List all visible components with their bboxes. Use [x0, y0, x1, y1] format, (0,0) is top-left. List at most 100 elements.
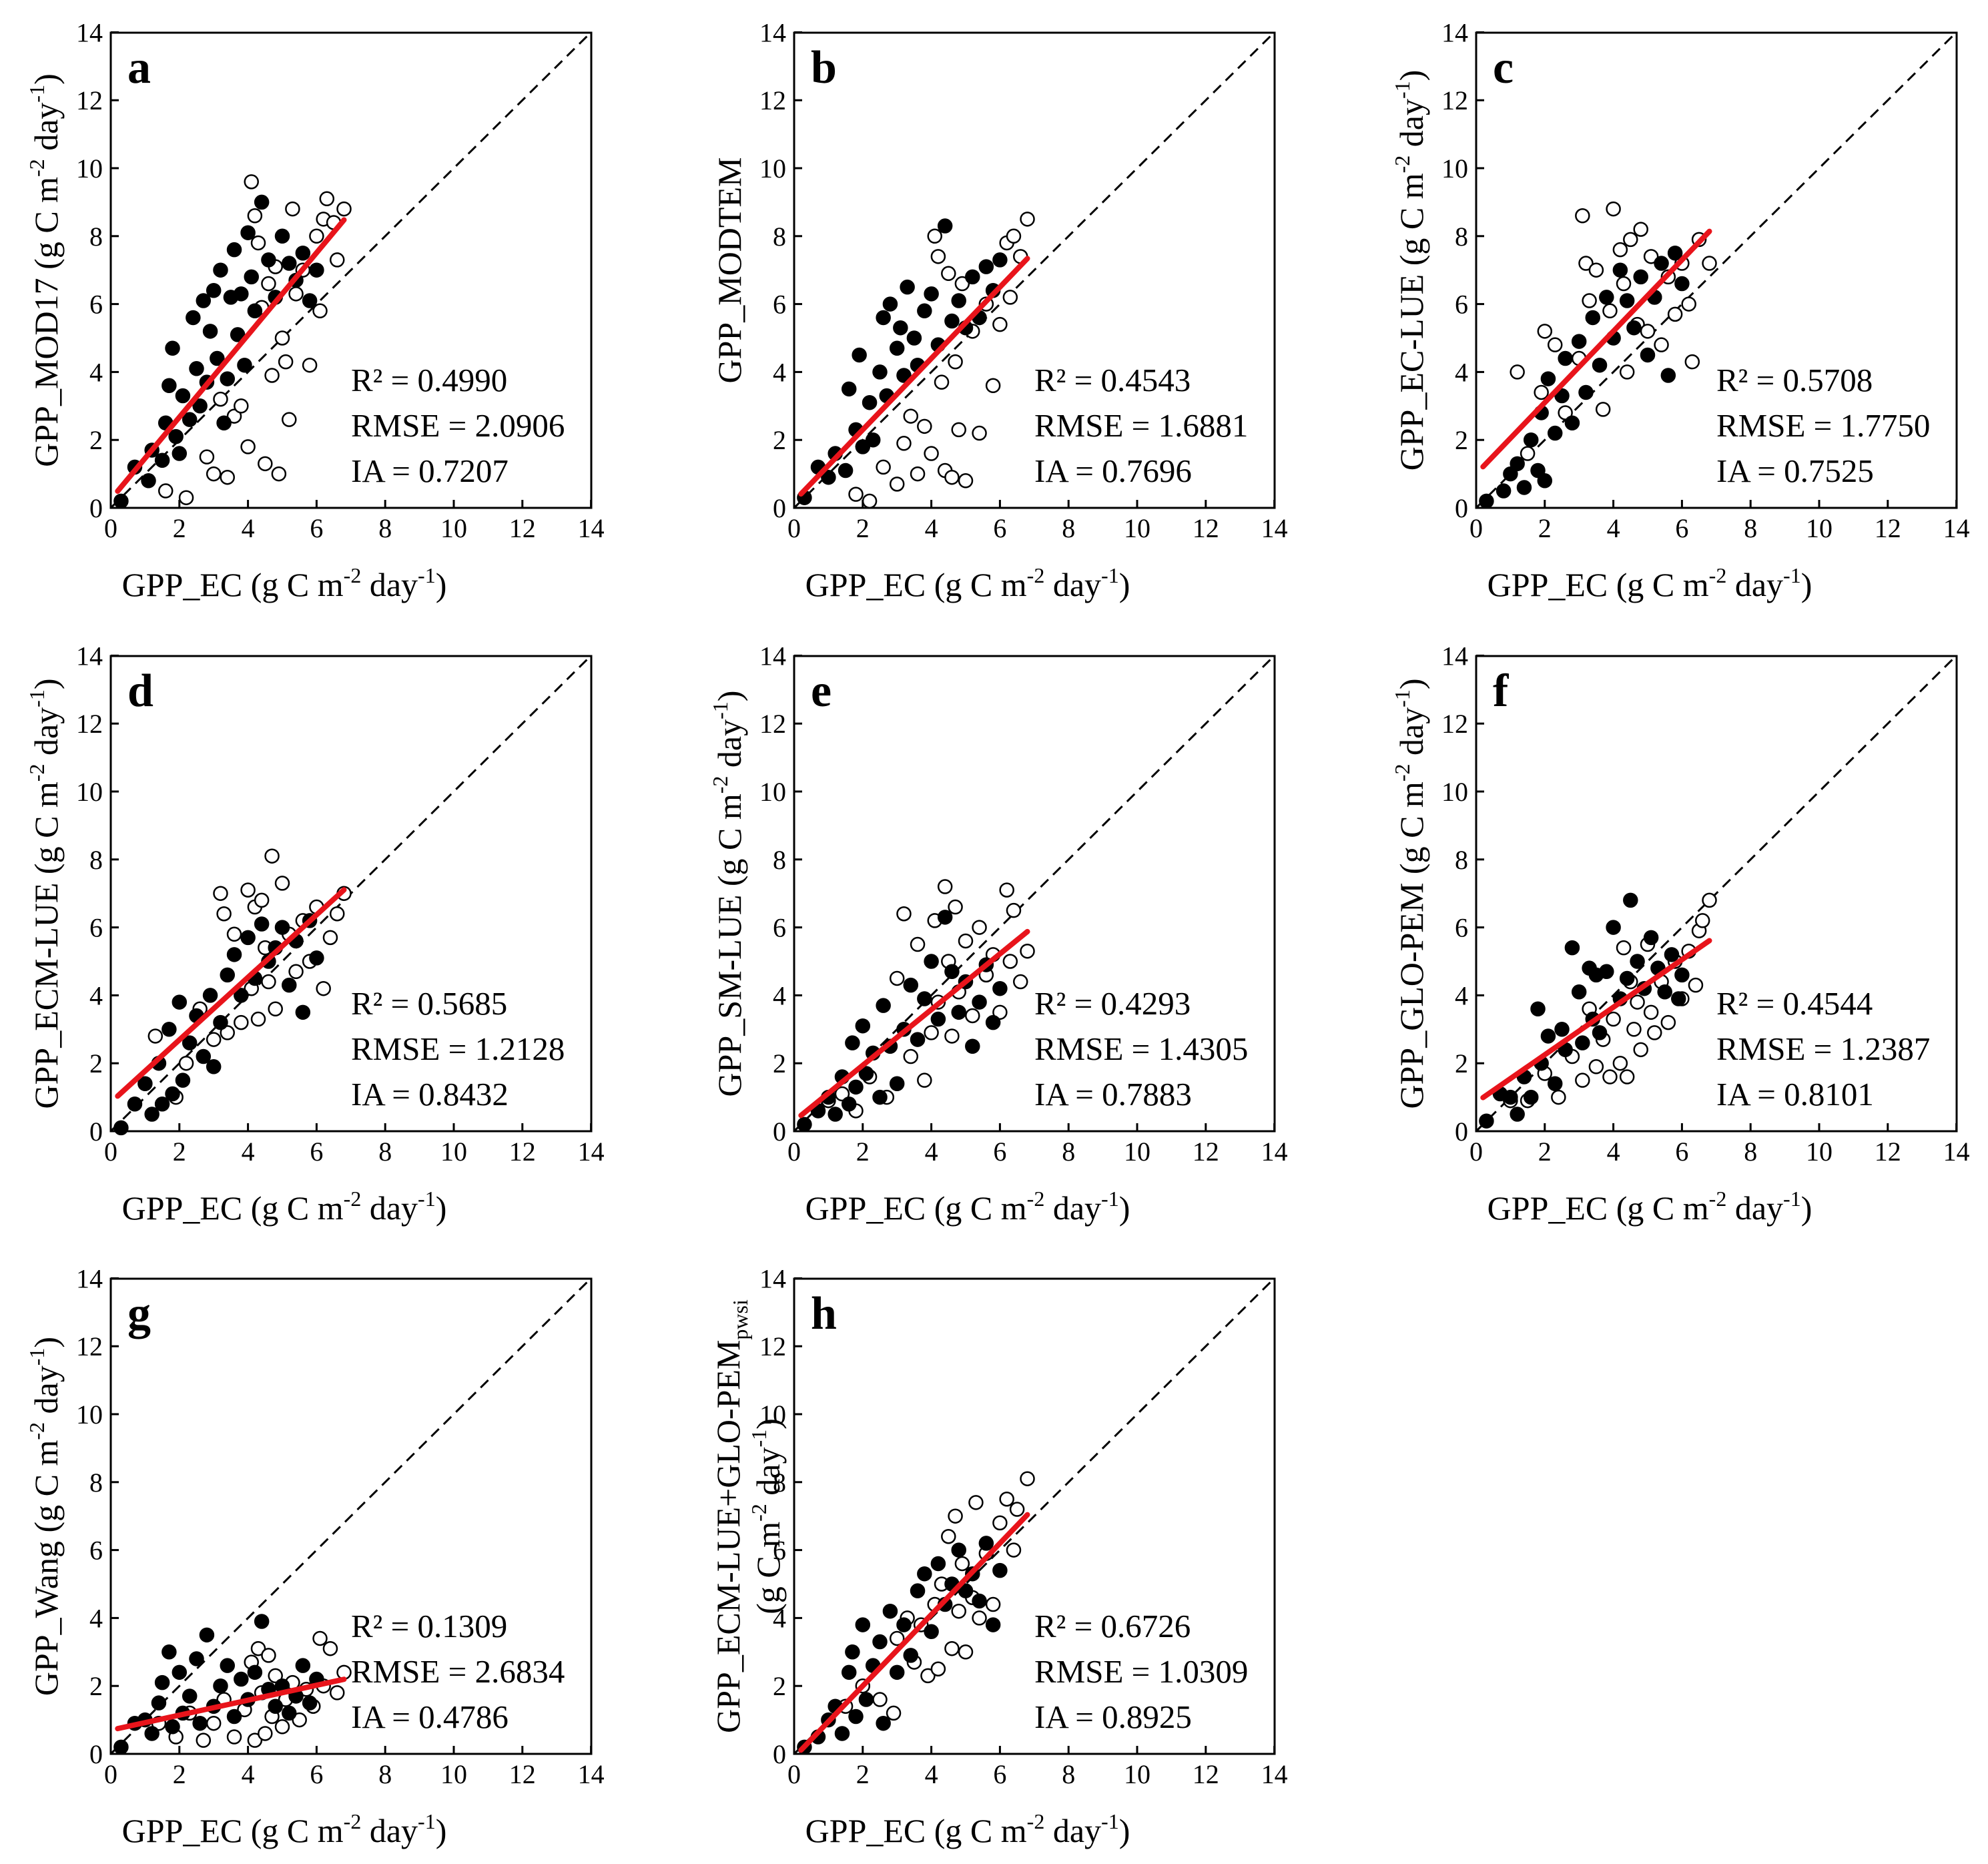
- y-tick-label: 8: [773, 1468, 786, 1498]
- x-tick-label: 4: [242, 1137, 255, 1167]
- filled-point: [1540, 1028, 1556, 1044]
- y-tick-label: 14: [759, 17, 786, 47]
- stat-line: R² = 0.1309: [351, 1608, 507, 1644]
- filled-point: [827, 1107, 843, 1122]
- open-point: [1551, 1089, 1566, 1105]
- panel-e: 00 2 2 4 4 6 6 8 8 10 10 12 12 14 14 e R² = 0.4293 RMSE =…: [708, 641, 1288, 1227]
- x-tick-label: 10: [440, 1137, 467, 1167]
- filled-point: [1640, 347, 1656, 363]
- y-tick-label: 0: [773, 1117, 786, 1147]
- stat-line: RMSE = 1.2128: [351, 1030, 565, 1067]
- open-point: [292, 1712, 307, 1728]
- open-point: [1643, 249, 1659, 264]
- y-axis-title: GPP_MODTEM: [711, 158, 748, 384]
- open-point: [889, 1630, 905, 1646]
- x-tick-label: 12: [509, 1759, 536, 1789]
- open-point: [220, 469, 236, 485]
- y-tick-label: 8: [89, 1468, 103, 1498]
- x-axis-title: GPP_EC (g C m-2 day-1): [805, 1809, 1130, 1849]
- filled-point: [930, 1011, 946, 1027]
- filled-point: [182, 1035, 198, 1050]
- open-point: [1626, 1022, 1642, 1037]
- filled-point: [876, 1715, 891, 1731]
- open-point: [312, 303, 328, 319]
- filled-point: [858, 1066, 874, 1081]
- open-point: [1006, 902, 1022, 918]
- panel-letter: d: [127, 665, 153, 717]
- x-tick-label: 2: [856, 513, 870, 543]
- filled-point: [234, 286, 249, 302]
- open-point: [924, 1025, 939, 1040]
- open-point: [948, 1508, 963, 1524]
- panel-letter: c: [1493, 42, 1514, 93]
- filled-point: [213, 1014, 228, 1030]
- stat-line: RMSE = 1.6881: [1034, 407, 1248, 444]
- x-tick-label: 10: [440, 1759, 467, 1789]
- stat-line: R² = 0.4544: [1716, 985, 1873, 1022]
- filled-point: [1547, 425, 1563, 441]
- open-point: [216, 906, 232, 922]
- open-point: [951, 422, 966, 438]
- filled-point: [127, 1097, 143, 1112]
- filled-point: [992, 1562, 1008, 1578]
- open-point: [903, 1048, 919, 1064]
- open-point: [312, 1630, 328, 1646]
- filled-point: [154, 452, 170, 468]
- x-tick-label: 8: [378, 513, 392, 543]
- open-point: [261, 974, 276, 990]
- one-to-one-line: [793, 31, 1275, 509]
- x-tick-label: 0: [787, 1759, 801, 1789]
- y-tick-label: 0: [773, 493, 786, 523]
- y-axis-title: (g C m-2 day-1): [747, 1418, 787, 1614]
- x-tick-label: 0: [787, 513, 801, 543]
- panel-d: 00 2 2 4 4 6 6 8 8 10 10 12 12 14 14 d R² = 0.5685 RMSE =…: [25, 641, 605, 1227]
- filled-point: [302, 293, 318, 308]
- filled-point: [196, 293, 212, 308]
- filled-point: [1510, 1107, 1525, 1122]
- y-tick-label: 8: [1455, 222, 1468, 252]
- filled-point: [1503, 466, 1518, 482]
- y-tick-label: 0: [89, 1739, 103, 1769]
- y-tick-label: 2: [1455, 425, 1468, 455]
- filled-point: [1537, 473, 1553, 489]
- open-point: [917, 1072, 932, 1088]
- open-point: [206, 1715, 222, 1731]
- filled-point: [1516, 480, 1532, 495]
- filled-point: [199, 1627, 215, 1643]
- filled-point: [876, 310, 891, 326]
- x-tick-label: 6: [993, 1759, 1006, 1789]
- open-point: [1619, 1069, 1635, 1084]
- filled-point: [295, 1004, 311, 1020]
- y-tick-label: 2: [89, 1048, 103, 1078]
- y-tick-label: 14: [759, 1263, 786, 1293]
- x-tick-label: 2: [856, 1759, 870, 1789]
- open-point: [1633, 222, 1648, 237]
- filled-point: [1664, 947, 1680, 962]
- y-tick-label: 4: [1455, 357, 1468, 387]
- fit-line: [798, 1512, 1030, 1753]
- y-tick-label: 14: [1441, 641, 1468, 671]
- filled-point: [930, 1556, 946, 1572]
- open-point: [264, 368, 280, 383]
- open-point: [948, 899, 963, 915]
- filled-point: [855, 1617, 871, 1632]
- open-point: [271, 466, 287, 482]
- filled-point: [1643, 930, 1659, 946]
- y-tick-label: 14: [76, 17, 103, 47]
- filled-point: [182, 412, 198, 427]
- stat-line: R² = 0.6726: [1034, 1608, 1191, 1644]
- x-tick-label: 8: [1062, 1759, 1075, 1789]
- open-point: [244, 174, 259, 190]
- open-point: [889, 477, 905, 492]
- y-tick-label: 0: [89, 493, 103, 523]
- stat-line: R² = 0.4293: [1034, 985, 1191, 1022]
- filled-point: [202, 988, 218, 1003]
- stat-line: IA = 0.7883: [1034, 1076, 1192, 1113]
- filled-point: [872, 364, 888, 380]
- open-point: [1606, 1011, 1621, 1027]
- filled-point: [903, 1648, 919, 1663]
- open-point: [247, 1733, 263, 1748]
- open-point: [968, 1495, 984, 1510]
- filled-point: [1571, 334, 1587, 349]
- stat-line: RMSE = 1.0309: [1034, 1653, 1248, 1690]
